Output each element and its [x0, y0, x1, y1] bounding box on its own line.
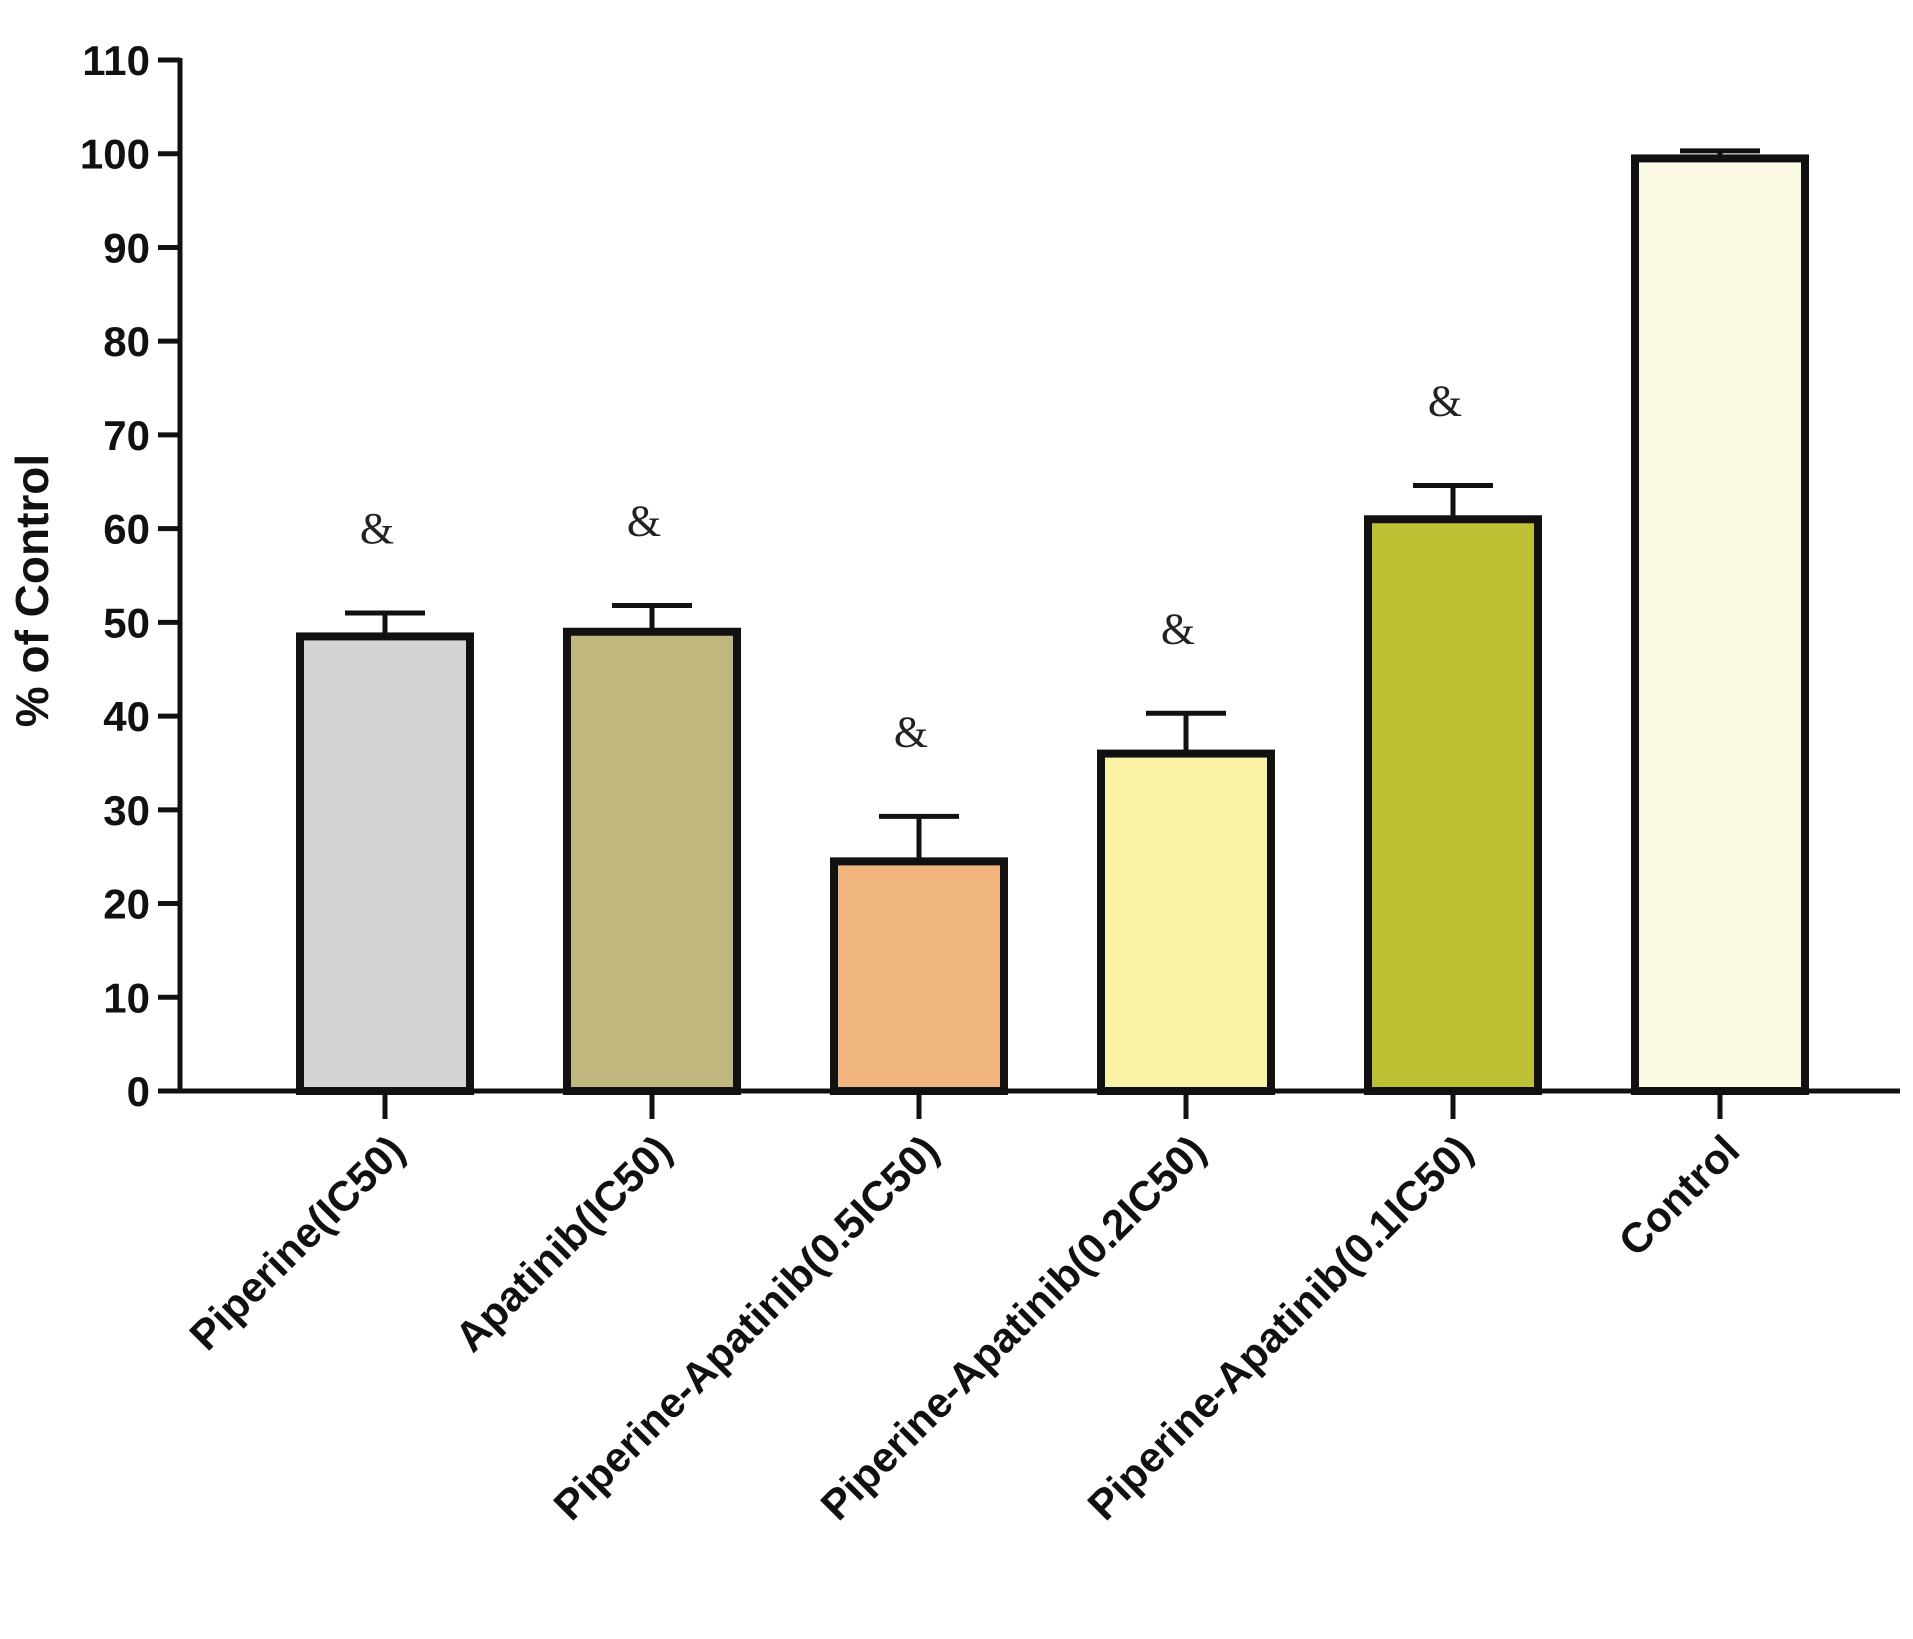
y-tick-label: 80 — [103, 318, 150, 365]
bar — [1631, 154, 1809, 1095]
significance-marker: & — [627, 496, 661, 545]
x-category-label: Piperine(IC50) — [180, 1126, 413, 1359]
bar — [296, 632, 474, 1095]
significance-marker: & — [1161, 604, 1195, 653]
x-category-label: Apatinib(IC50) — [446, 1126, 681, 1361]
significance-marker: & — [360, 504, 394, 553]
significance-marker: & — [894, 707, 928, 756]
y-tick-label: 60 — [103, 506, 150, 553]
y-tick-label: 70 — [103, 412, 150, 459]
bar — [563, 627, 741, 1096]
x-category-label: Control — [1610, 1126, 1749, 1265]
y-tick-label: 10 — [103, 974, 150, 1021]
y-tick-label: 30 — [103, 787, 150, 834]
bar — [830, 857, 1008, 1095]
y-tick-label: 100 — [80, 131, 150, 178]
y-tick-label: 50 — [103, 599, 150, 646]
y-tick-label: 20 — [103, 881, 150, 928]
y-axis-ticks: 0 10 20 30 40 50 60 70 80 90 100 110 — [80, 37, 180, 1115]
y-tick-label: 40 — [103, 693, 150, 740]
x-axis-ticks: Piperine(IC50) Apatinib(IC50)Piperine-Apa… — [180, 1091, 1748, 1529]
bar — [1364, 515, 1542, 1095]
bar — [1097, 749, 1275, 1096]
significance-marker: & — [1428, 377, 1462, 426]
y-tick-label: 90 — [103, 224, 150, 271]
y-tick-label: 0 — [127, 1068, 150, 1115]
bars: & & & & & — [296, 148, 1809, 1096]
y-axis-title: % of Control — [6, 454, 58, 727]
y-tick-label: 110 — [82, 37, 150, 84]
